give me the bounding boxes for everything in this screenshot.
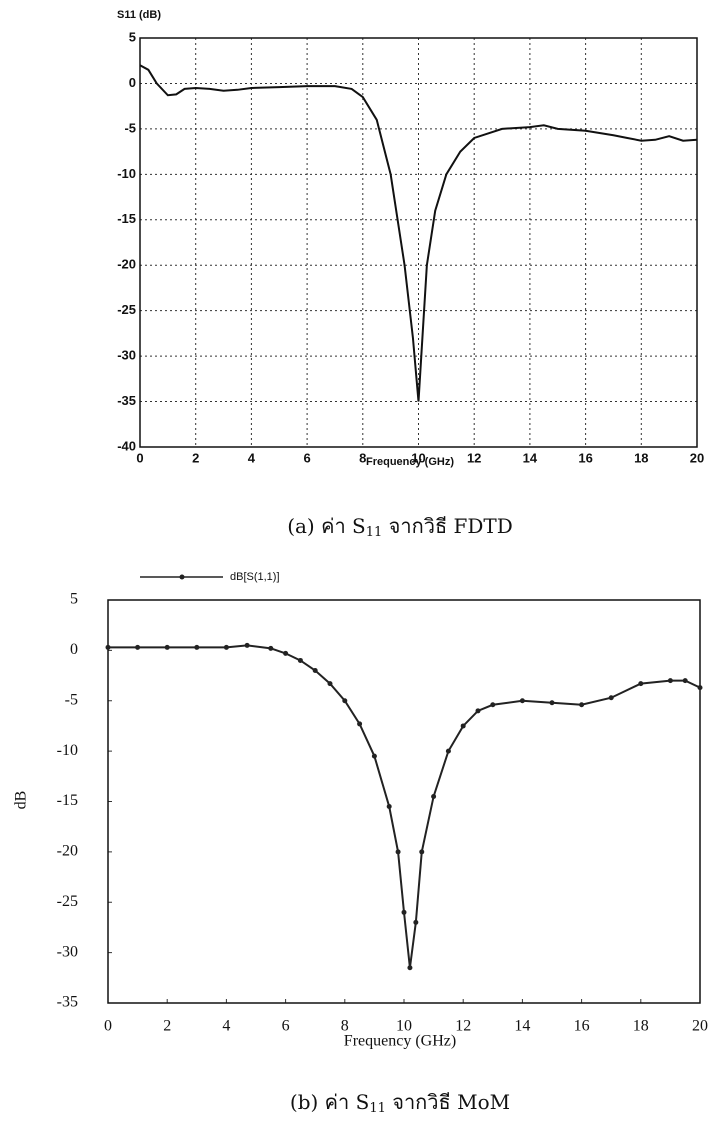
x-tick-label: 18 bbox=[634, 450, 648, 465]
plot-frame bbox=[139, 37, 698, 448]
y-tick-label: -25 bbox=[117, 302, 136, 317]
plot-frame bbox=[107, 599, 701, 1004]
y-axis-label: S11 (dB) bbox=[117, 9, 161, 21]
caption-part: จากวิธี MoM bbox=[386, 1090, 510, 1114]
caption-part: จากวิธี FDTD bbox=[382, 514, 513, 538]
chart-fdtd: -40 -35 -30 -25 -20 -15 -10 -5 0 5 0 2 4 6 8 10 12 14 16 18… bbox=[117, 9, 704, 540]
data-point bbox=[667, 678, 673, 684]
y-tick-label: -5 bbox=[65, 691, 78, 708]
data-point bbox=[312, 668, 318, 674]
caption: (b) ค่า S11 จากวิธี MoM bbox=[290, 1090, 510, 1116]
data-point bbox=[135, 644, 141, 650]
data-point bbox=[283, 650, 289, 656]
y-tick-label: -20 bbox=[57, 843, 78, 860]
y-tick-label: 5 bbox=[129, 29, 136, 44]
data-point bbox=[297, 657, 303, 663]
y-tick-label: -10 bbox=[117, 166, 136, 181]
y-tick-label: -35 bbox=[117, 393, 136, 408]
y-tick-label: -15 bbox=[57, 792, 78, 809]
x-tick-label: 6 bbox=[282, 1018, 290, 1035]
data-point bbox=[164, 644, 170, 650]
x-tick-label: 6 bbox=[303, 450, 310, 465]
data-point bbox=[386, 804, 392, 810]
data-point bbox=[407, 965, 413, 971]
data-point bbox=[460, 723, 466, 729]
x-tick-label: 14 bbox=[523, 450, 538, 465]
data-point bbox=[395, 849, 401, 855]
y-tick-label: 0 bbox=[70, 641, 78, 658]
data-point bbox=[579, 702, 585, 708]
x-tick-label: 10 bbox=[411, 450, 425, 465]
x-tick-label: 4 bbox=[222, 1018, 230, 1035]
data-point bbox=[445, 748, 451, 754]
y-tick-label: -15 bbox=[117, 211, 136, 226]
x-tick-label: 0 bbox=[104, 1018, 112, 1035]
x-tick-label: 8 bbox=[341, 1018, 349, 1035]
legend-label: dB[S(1,1)] bbox=[230, 571, 280, 583]
y-tick-label: -10 bbox=[57, 742, 78, 759]
data-point bbox=[413, 919, 419, 925]
data-point bbox=[244, 642, 250, 648]
data-point bbox=[357, 721, 363, 727]
x-tick-label: 2 bbox=[192, 450, 199, 465]
y-tick-label: -25 bbox=[57, 893, 78, 910]
data-point bbox=[431, 793, 437, 799]
x-tick-label: 20 bbox=[692, 1018, 708, 1035]
x-tick-label: 8 bbox=[359, 450, 366, 465]
caption-part: 11 bbox=[366, 525, 383, 540]
x-tick-label: 2 bbox=[163, 1018, 171, 1035]
y-tick-label: 0 bbox=[129, 75, 136, 90]
caption-part: 11 bbox=[369, 1101, 386, 1116]
caption-part: (b) ค่า S bbox=[290, 1090, 369, 1114]
y-tick-label: -30 bbox=[57, 943, 78, 960]
data-point bbox=[401, 909, 407, 915]
x-tick-label: 4 bbox=[248, 450, 256, 465]
caption-part: (a) ค่า S bbox=[287, 514, 366, 538]
data-point bbox=[419, 849, 425, 855]
y-tick-label: 5 bbox=[70, 591, 78, 608]
data-point bbox=[638, 681, 644, 687]
x-tick-label: 0 bbox=[136, 450, 143, 465]
data-point bbox=[697, 685, 703, 691]
x-tick-label: 12 bbox=[455, 1018, 471, 1035]
data-point bbox=[549, 700, 555, 706]
data-line bbox=[108, 644, 701, 968]
x-tick-label: 16 bbox=[574, 1018, 590, 1035]
x-axis-label: Frequency (GHz) bbox=[344, 1033, 456, 1050]
data-point bbox=[519, 698, 525, 704]
data-point bbox=[105, 644, 111, 650]
x-tick-label: 12 bbox=[467, 450, 481, 465]
chart-mom: -35 -30 -25 -20 -15 -10 -5 0 5 0 2 4 6 8 10 12 14 16 18 20 d… bbox=[13, 571, 708, 1116]
caption: (a) ค่า S11 จากวิธี FDTD bbox=[287, 514, 513, 540]
legend-marker bbox=[179, 574, 185, 580]
data-point bbox=[490, 702, 496, 708]
x-tick-label: 14 bbox=[514, 1018, 530, 1035]
data-point bbox=[327, 681, 333, 687]
data-line bbox=[139, 64, 698, 402]
x-tick-label: 16 bbox=[578, 450, 592, 465]
x-tick-label: 10 bbox=[396, 1018, 412, 1035]
y-tick-label: -20 bbox=[117, 257, 136, 272]
data-point bbox=[223, 644, 229, 650]
x-tick-label: 20 bbox=[690, 450, 704, 465]
y-tick-label: -40 bbox=[117, 438, 136, 453]
data-point bbox=[371, 753, 377, 759]
x-tick-label: 18 bbox=[633, 1018, 649, 1035]
data-point bbox=[682, 678, 688, 684]
data-point bbox=[268, 645, 274, 651]
data-point bbox=[475, 708, 481, 714]
y-tick-label: -35 bbox=[57, 994, 78, 1011]
x-axis-label: Frequency (GHz) bbox=[366, 456, 454, 468]
y-tick-label: -30 bbox=[117, 348, 136, 363]
y-tick-label: -5 bbox=[124, 120, 136, 135]
data-point bbox=[342, 698, 348, 704]
data-point bbox=[194, 644, 200, 650]
data-point bbox=[608, 695, 614, 701]
y-axis-label: dB bbox=[13, 791, 30, 810]
